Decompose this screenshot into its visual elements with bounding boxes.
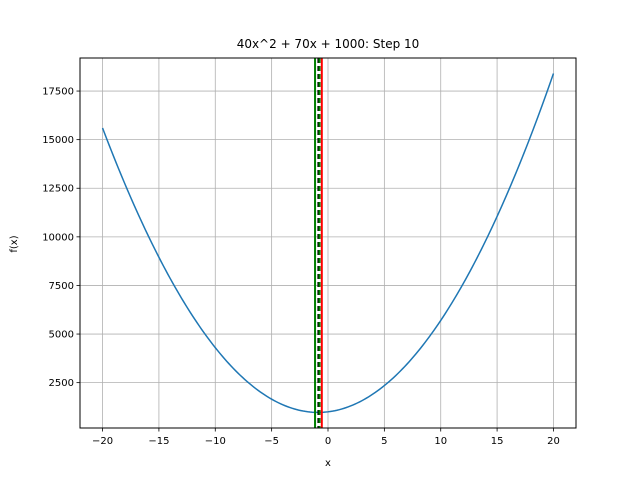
y-tick-label: 5000 [49, 330, 74, 341]
x-tick-label: 10 [434, 436, 447, 447]
x-tick-label: 5 [381, 436, 387, 447]
y-tick-label: 7500 [49, 281, 74, 292]
y-tick-label: 10000 [42, 232, 74, 243]
y-tick-label: 17500 [42, 87, 74, 98]
y-tick-label: 12500 [42, 184, 74, 195]
x-tick-label: 20 [547, 436, 560, 447]
y-tick-label: 15000 [42, 135, 74, 146]
x-tick-label: 15 [491, 436, 504, 447]
series-line [101, 73, 555, 414]
axes-frame [79, 57, 577, 429]
x-axis-label: x [325, 458, 331, 469]
x-tick-label: −5 [264, 436, 279, 447]
x-tick-label: 0 [325, 436, 331, 447]
ticks: −20 −15 −10 −5 0 5 10 15 20 2500 5000 7500 10000 1250… [42, 87, 560, 447]
chart-title: 40x^2 + 70x + 1000: Step 10 [237, 37, 420, 51]
x-tick-label: −20 [92, 436, 113, 447]
x-tick-label: −15 [148, 436, 169, 447]
plot-area [101, 58, 555, 428]
y-axis-label: f(x) [9, 235, 20, 252]
grid [80, 58, 576, 428]
x-tick-label: −10 [205, 436, 226, 447]
y-tick-label: 2500 [49, 378, 74, 389]
